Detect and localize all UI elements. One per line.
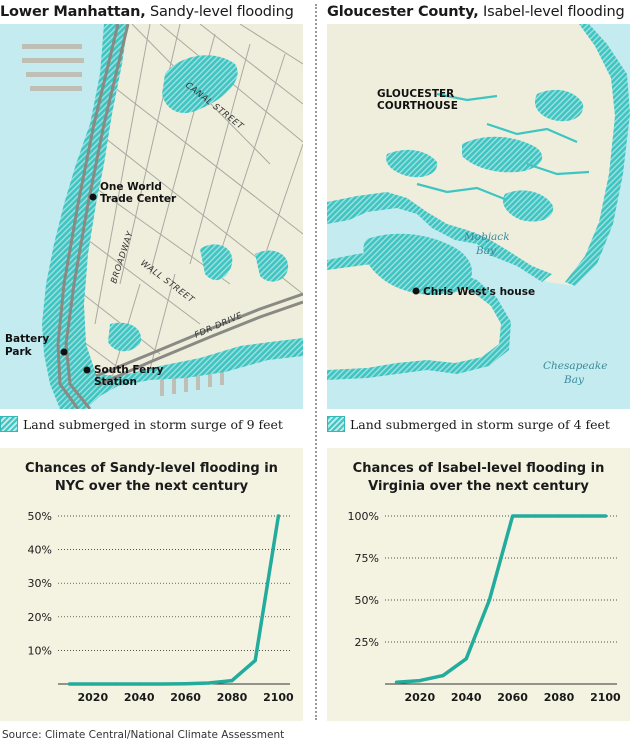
manhattan-map-svg: CANAL STREET BROADWAY WALL STREET FDR DR… [0,24,303,409]
isabel-chart-data-point [418,679,422,683]
sandy-chart-x-tick-label: 2040 [124,691,155,704]
sandy-chart-y-tick-label: 50% [28,510,52,523]
isabel-chart-x-tick-label: 2040 [451,691,482,704]
sandy-chart-data-point [137,682,141,686]
chris-west-house-label: Chris West's house [423,286,535,298]
chesapeake-bay-label-1: Chesapeake [543,360,607,372]
sandy-chart: Chances of Sandy-level flooding in NYC o… [0,448,303,721]
manhattan-title-desc: Sandy-level flooding [145,4,294,20]
isabel-chart-data-point [557,514,561,518]
isabel-chart-title-line1: Chances of Isabel-level flooding in [352,461,605,476]
manhattan-title-place: Lower Manhattan, [0,4,146,20]
sandy-chart-title: Chances of Sandy-level flooding in NYC o… [10,460,293,496]
sandy-chart-series-line [67,514,281,686]
mobjack-bay-label-1: Mobjack [463,231,510,243]
sandy-chart-y-tick-label: 30% [28,577,52,590]
courthouse-label-1: GLOUCESTER [377,88,454,100]
isabel-chart-title-line2: Virginia over the next century [368,479,589,494]
sandy-chart-x-tick-label: 2060 [170,691,201,704]
sandy-chart-data-point [230,679,234,683]
highways [56,24,303,409]
sandy-chart-title-line1: Chances of Sandy-level flooding in [25,461,278,476]
flood-swatch-icon [0,416,18,432]
sandy-chart-y-tick-label: 40% [28,544,52,557]
south-ferry-marker: South Ferry Station [83,364,164,388]
column-divider [315,4,317,720]
sandy-chart-title-line2: NYC over the next century [54,479,249,494]
south-ferry-label-2: Station [94,376,137,388]
sandy-chart-x-tick-label: 2080 [217,691,248,704]
sandy-chart-data-point [68,682,72,686]
battery-park-label-1: Battery [5,333,49,345]
manhattan-legend-text: Land submerged in storm surge of 9 feet [23,417,283,432]
gloucester-map-svg: GLOUCESTER COURTHOUSE Mobjack Bay Chesap… [327,24,630,409]
sandy-chart-x-tick-label: 2020 [77,691,108,704]
isabel-chart-x-tick-label: 2060 [497,691,528,704]
isabel-chart-data-point [395,680,399,684]
flooded-areas [42,24,303,409]
mobjack-bay-label-2: Bay [475,245,497,257]
chesapeake-bay-label-2: Bay [563,374,585,386]
source-note: Source: Climate Central/National Climate… [2,729,285,741]
isabel-chart-x-tick-label: 2100 [590,691,621,704]
sandy-chart-data-point [276,514,280,518]
one-wtc-label-2: Trade Center [100,193,177,205]
gloucester-legend: Land submerged in storm surge of 4 feet [327,414,630,436]
gloucester-title-place: Gloucester County, [327,4,479,20]
isabel-chart-series-line [394,514,608,685]
isabel-chart-data-point [603,514,607,518]
isabel-chart-y-tick-label: 50% [355,594,379,607]
gloucester-map-title: Gloucester County, Isabel-level flooding [327,2,630,22]
courthouse-label-2: COURTHOUSE [377,100,458,112]
isabel-chart: Chances of Isabel-level flooding in Virg… [327,448,630,721]
battery-park-label-2: Park [5,346,33,358]
isabel-chart-data-point [464,657,468,661]
south-ferry-label-1: South Ferry [94,364,164,376]
flooded-areas-gloucester [327,24,630,380]
isabel-chart-y-tick-label: 25% [355,636,379,649]
flood-swatch-icon [327,416,345,432]
gloucester-legend-text: Land submerged in storm surge of 4 feet [350,417,610,432]
piers [22,44,224,396]
sandy-chart-svg: 10% 20% 30% 40% 50% 2020 2040 2060 2080 2100 [28,510,295,704]
one-wtc-label-1: One World [100,181,162,193]
gloucester-map: GLOUCESTER COURTHOUSE Mobjack Bay Chesap… [327,24,630,409]
sandy-chart-y-tick-label: 20% [28,611,52,624]
sandy-chart-data-point [114,682,118,686]
manhattan-map: CANAL STREET BROADWAY WALL STREET FDR DR… [0,24,303,409]
sandy-chart-data-point [91,682,95,686]
battery-park-marker: Battery Park [5,333,68,358]
chris-west-house-marker: Chris West's house [412,286,535,298]
sandy-chart-y-tick-label: 10% [28,644,52,657]
isabel-chart-data-point [511,514,515,518]
isabel-chart-data-point [487,598,491,602]
isabel-chart-data-point [534,514,538,518]
sandy-chart-data-point [253,658,257,663]
isabel-chart-x-tick-label: 2020 [404,691,435,704]
isabel-chart-y-tick-label: 75% [355,552,379,565]
one-wtc-marker: One World Trade Center [89,181,177,205]
creeks [416,92,590,202]
isabel-chart-x-tick-label: 2080 [544,691,575,704]
sandy-chart-x-tick-label: 2100 [263,691,294,704]
isabel-chart-data-point [441,674,445,678]
isabel-chart-svg: 25% 50% 75% 100% 2020 2040 2060 2080 2100 [348,510,622,704]
sandy-chart-data-point [207,681,211,685]
sandy-chart-data-point [184,682,188,686]
isabel-chart-data-point [580,514,584,518]
isabel-chart-y-tick-label: 100% [348,510,379,523]
manhattan-legend: Land submerged in storm surge of 9 feet [0,414,303,436]
isabel-chart-title: Chances of Isabel-level flooding in Virg… [337,460,620,496]
gloucester-title-desc: Isabel-level flooding [478,4,625,20]
sandy-chart-data-point [160,682,164,686]
manhattan-map-title: Lower Manhattan, Sandy-level flooding [0,2,303,22]
